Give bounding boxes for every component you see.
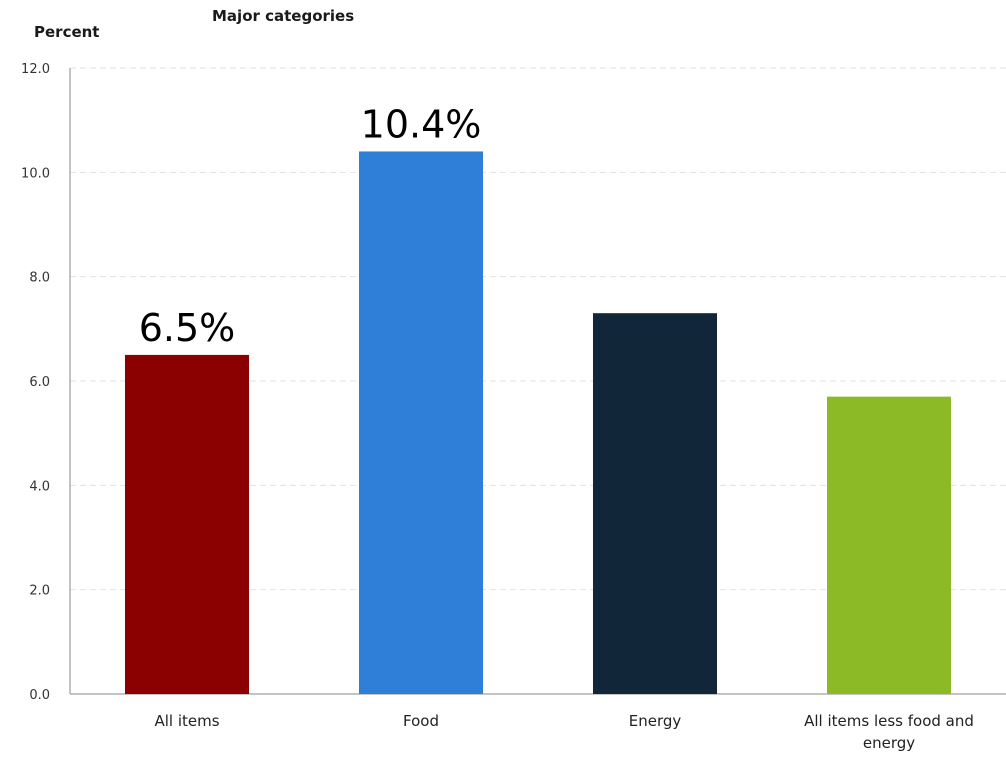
y-tick-label: 8.0 (29, 271, 50, 286)
y-tick-label: 0.0 (29, 688, 50, 703)
bar (592, 313, 718, 694)
bars (124, 151, 952, 694)
x-category-label: Food (403, 712, 439, 730)
y-tick-label: 10.0 (21, 166, 50, 181)
bar (358, 151, 484, 694)
x-axis-categories: All items Food Energy All items less food a… (154, 712, 973, 752)
y-tick-label: 2.0 (29, 584, 50, 599)
data-label: 10.4% (361, 102, 482, 146)
y-axis-label: Percent (34, 23, 99, 41)
chart-title: Major categories (212, 7, 354, 25)
y-tick-label: 4.0 (29, 479, 50, 494)
bar (826, 396, 952, 694)
y-tick-label: 6.0 (29, 375, 50, 390)
y-tick-label: 12.0 (21, 62, 50, 77)
y-axis-ticks: 0.0 2.0 4.0 6.0 8.0 10.0 12.0 (21, 62, 50, 703)
x-category-label: All items (154, 712, 219, 730)
data-label: 6.5% (139, 306, 236, 350)
data-labels: 6.5% 10.4% (139, 102, 482, 349)
x-category-label: All items less food and energy (804, 712, 974, 752)
x-category-label: Energy (629, 712, 682, 730)
bar (124, 354, 250, 694)
